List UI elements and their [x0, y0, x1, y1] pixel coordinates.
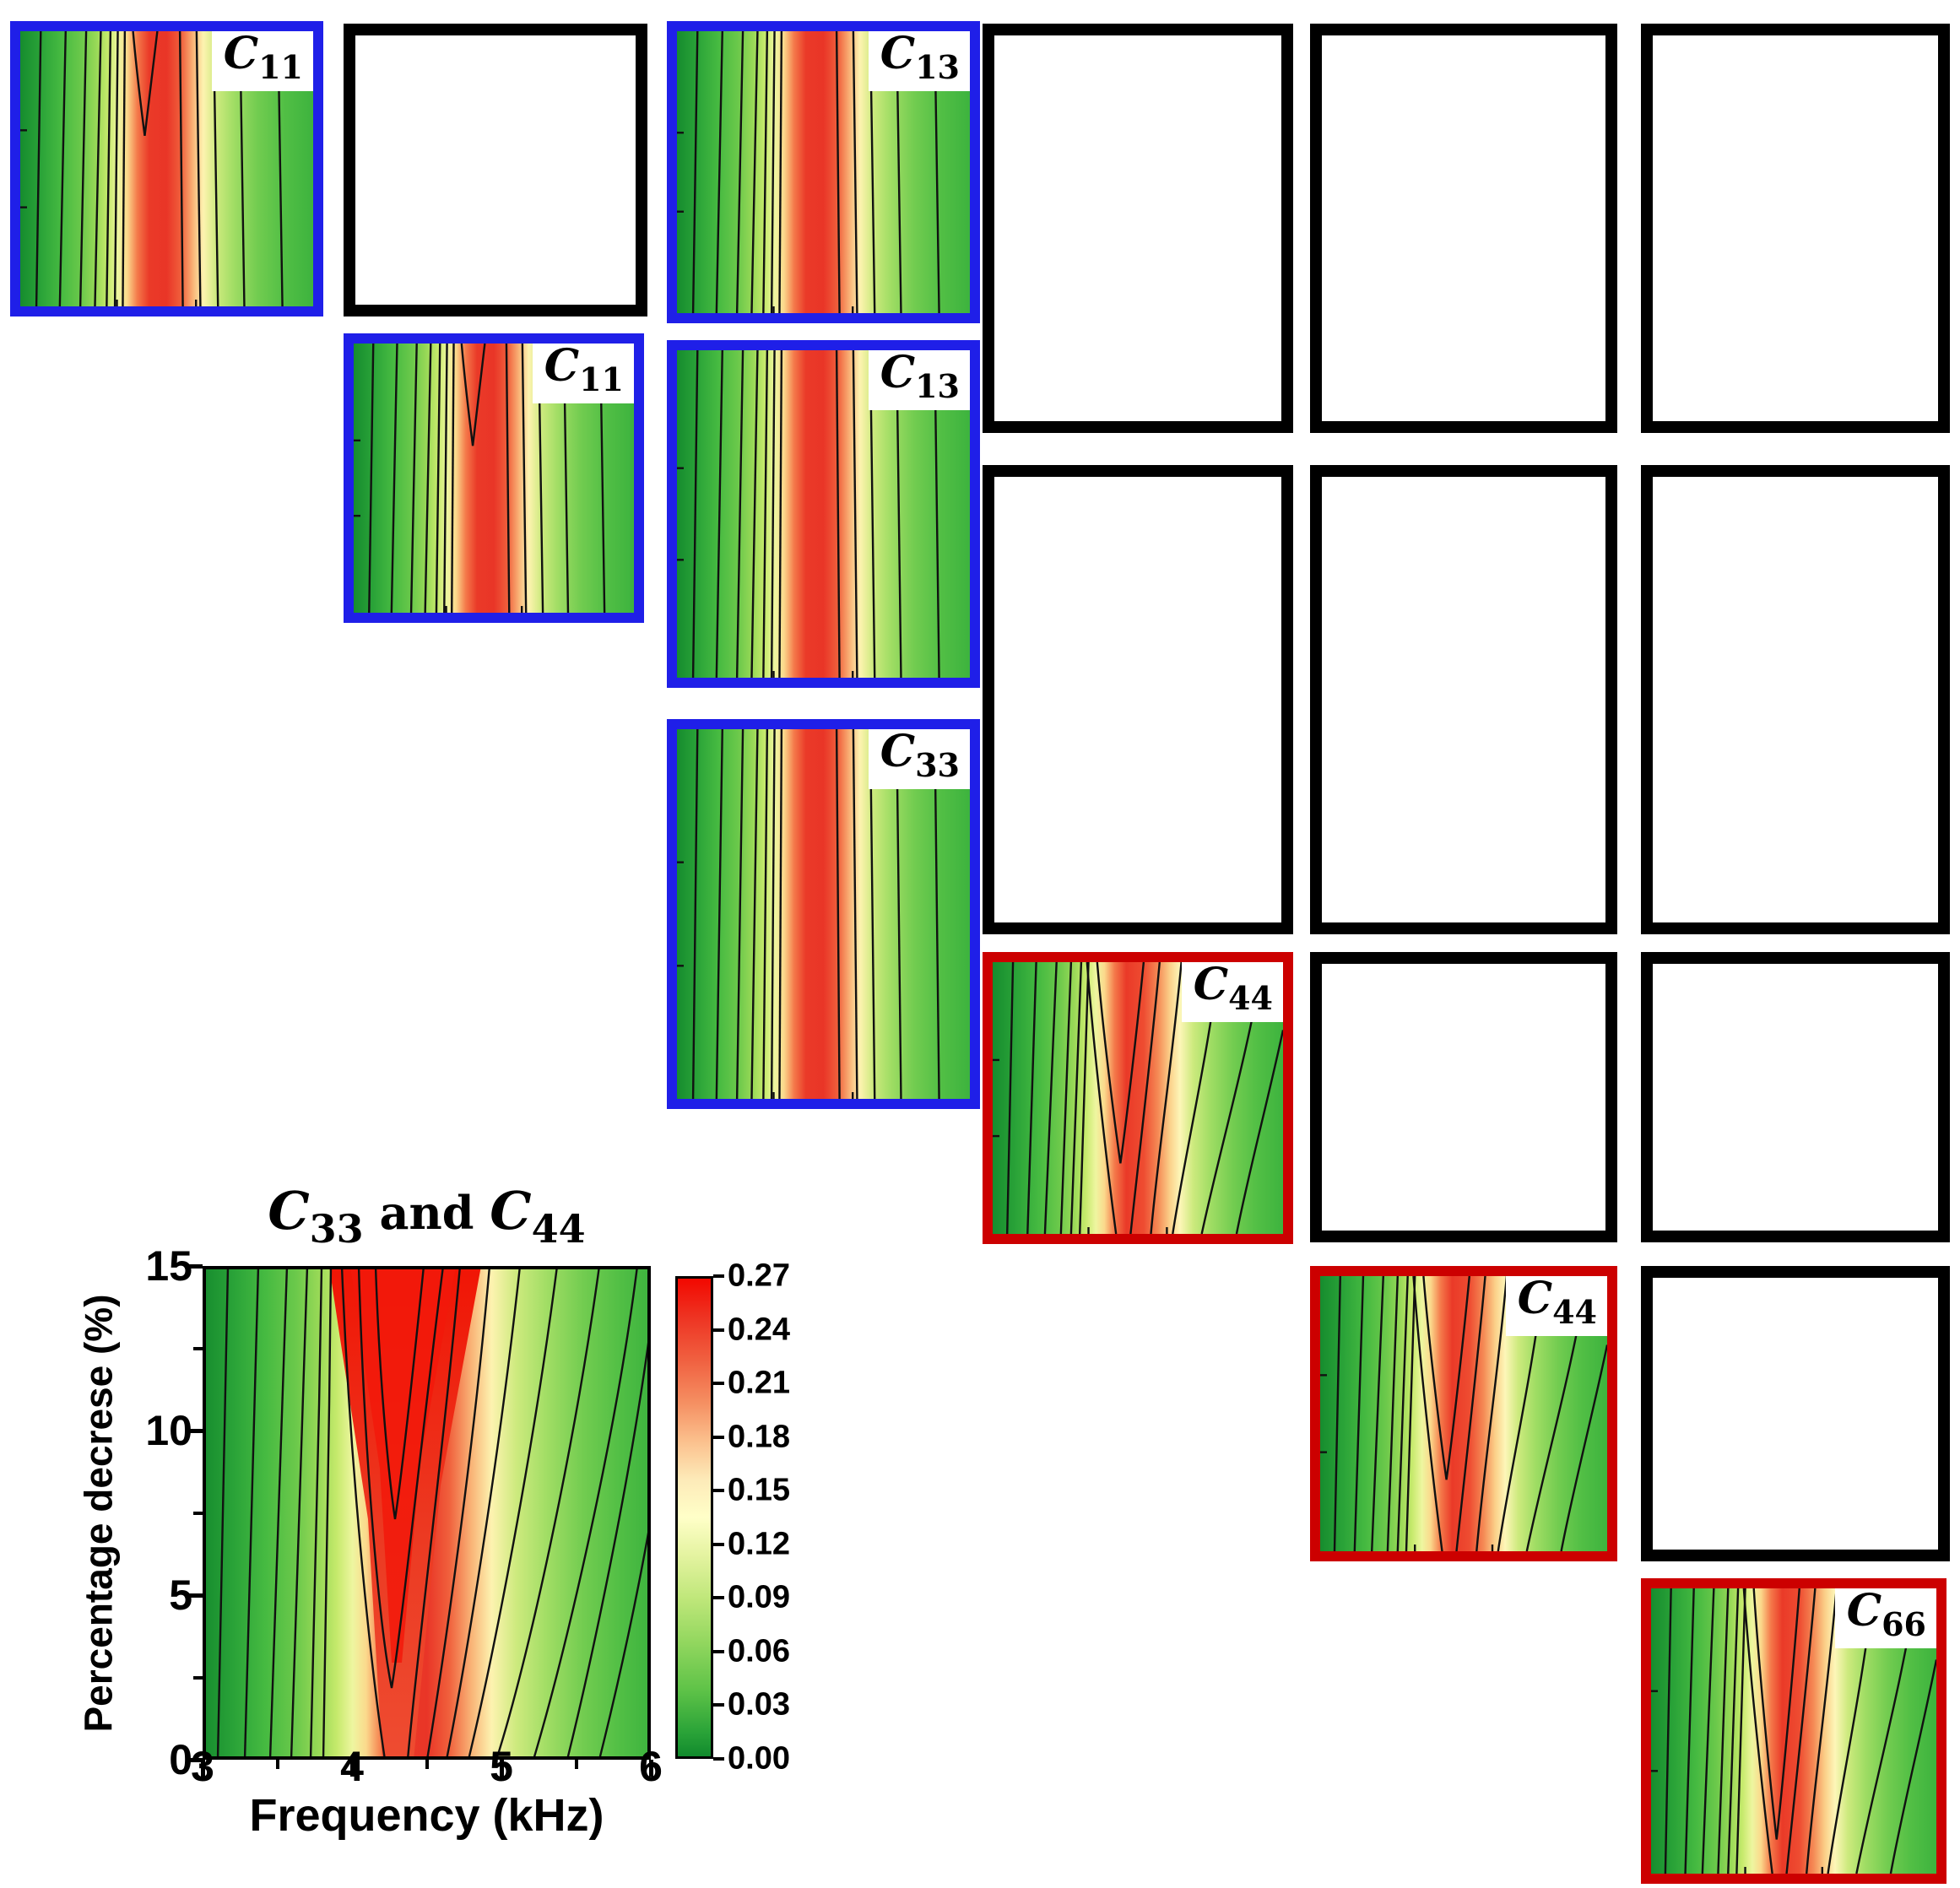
contour-panel-c11-r1c1-label: C11 — [211, 31, 313, 91]
x-tick-minor — [275, 1760, 279, 1769]
contour-panel-c66-r5c6-image: C66 — [1651, 1588, 1936, 1874]
x-tick-label: 6 — [639, 1743, 663, 1790]
main-plot-area — [199, 1263, 654, 1763]
contour-panel-c44-r3c4-label: C44 — [1181, 962, 1283, 1022]
y-axis-label: Percentage decrese (%) — [77, 1293, 121, 1733]
y-tick-minor — [193, 1511, 203, 1515]
colorbar-tick — [713, 1328, 724, 1332]
x-tick-minor — [425, 1760, 429, 1769]
x-tick-major — [349, 1760, 355, 1777]
main-plot: C33 and C44 Percentage decrese (%) — [0, 1156, 844, 1888]
y-tick-minor — [193, 1346, 203, 1350]
empty-cell-r1c6 — [1641, 24, 1950, 433]
colorbar-tick — [713, 1274, 724, 1278]
colorbar-tick — [713, 1757, 724, 1761]
y-tick-minor — [193, 1675, 203, 1680]
colorbar-tick-label: 0.03 — [728, 1686, 790, 1723]
contour-panel-c44-r4c5-image: C44 — [1320, 1276, 1607, 1551]
contour-panel-c44-r4c5-label: C44 — [1505, 1276, 1607, 1336]
x-tick-label: 5 — [490, 1743, 513, 1790]
contour-panel-c44-r3c4: C44 — [983, 952, 1293, 1244]
colorbar-tick — [713, 1596, 724, 1600]
empty-cell-r1c2 — [344, 24, 647, 316]
x-tick-major — [499, 1760, 504, 1777]
contour-panel-c13-r1c3-image: C13 — [677, 31, 970, 313]
y-tick-major — [186, 1428, 203, 1433]
colorbar-tick — [713, 1649, 724, 1653]
empty-cell-r2c5 — [1310, 465, 1617, 934]
contour-panel-c33-r3c3-label: C33 — [868, 729, 970, 789]
y-tick-major — [186, 1757, 203, 1762]
contour-plot-image — [199, 1263, 654, 1763]
x-tick-major — [200, 1760, 205, 1777]
empty-cell-r3c6 — [1641, 952, 1950, 1242]
colorbar-tick — [713, 1489, 724, 1493]
y-tick-label: 10 — [145, 1407, 192, 1454]
y-tick-major — [186, 1593, 203, 1598]
empty-cell-r3c5 — [1310, 952, 1617, 1242]
colorbar-tick-label: 0.09 — [728, 1579, 790, 1615]
colorbar-tick-label: 0.24 — [728, 1312, 790, 1348]
contour-panel-c33-r3c3-image: C33 — [677, 729, 970, 1099]
contour-panel-c11-r2c2: C11 — [344, 333, 644, 623]
x-tick-label: 3 — [191, 1743, 214, 1790]
y-tick-major — [186, 1263, 203, 1269]
empty-cell-r4c6 — [1641, 1266, 1950, 1561]
y-tick-label: 5 — [169, 1572, 192, 1619]
x-tick-minor — [574, 1760, 578, 1769]
contour-panel-c13-r2c3-label: C13 — [868, 350, 970, 410]
colorbar-tick-label: 0.21 — [728, 1365, 790, 1401]
colorbar-tick — [713, 1542, 724, 1546]
contour-panel-c11-r2c2-label: C11 — [532, 344, 634, 403]
x-tick-major — [648, 1760, 653, 1777]
colorbar-tick-label: 0.27 — [728, 1258, 790, 1294]
colorbar-tick-label: 0.06 — [728, 1633, 790, 1669]
empty-cell-r2c4 — [983, 465, 1293, 934]
contour-panel-c13-r1c3: C13 — [667, 21, 980, 323]
colorbar-tick-label: 0.18 — [728, 1419, 790, 1455]
colorbar-tick — [713, 1382, 724, 1386]
contour-panel-c13-r2c3: C13 — [667, 340, 980, 688]
colorbar-gradient — [675, 1276, 713, 1759]
y-tick-label: 15 — [145, 1242, 192, 1290]
contour-panel-c13-r2c3-image: C13 — [677, 350, 970, 678]
empty-cell-r1c5 — [1310, 24, 1617, 433]
contour-panel-c66-r5c6-label: C66 — [1834, 1588, 1936, 1648]
empty-cell-r1c4 — [983, 24, 1293, 433]
contour-panel-c11-r2c2-image: C11 — [354, 344, 634, 613]
empty-cell-r2c6 — [1641, 465, 1950, 934]
x-tick-label: 4 — [340, 1743, 364, 1790]
contour-panel-c44-r4c5: C44 — [1310, 1266, 1617, 1561]
contour-panel-c33-r3c3: C33 — [667, 719, 980, 1109]
contour-panel-c11-r1c1-image: C11 — [20, 31, 313, 306]
colorbar-tick — [713, 1435, 724, 1439]
contour-panel-c13-r1c3-label: C13 — [868, 31, 970, 91]
contour-panel-c44-r3c4-image: C44 — [993, 962, 1283, 1234]
main-plot-title: C33 and C44 — [268, 1180, 586, 1252]
y-tick-label: 0 — [169, 1736, 192, 1783]
x-axis-label: Frequency (kHz) — [249, 1790, 604, 1841]
colorbar-tick-label: 0.00 — [728, 1740, 790, 1777]
colorbar-tick-label: 0.15 — [728, 1472, 790, 1508]
colorbar-tick-label: 0.12 — [728, 1526, 790, 1562]
contour-panel-c66-r5c6: C66 — [1641, 1578, 1946, 1884]
colorbar-tick — [713, 1703, 724, 1707]
contour-panel-c11-r1c1: C11 — [10, 21, 323, 316]
